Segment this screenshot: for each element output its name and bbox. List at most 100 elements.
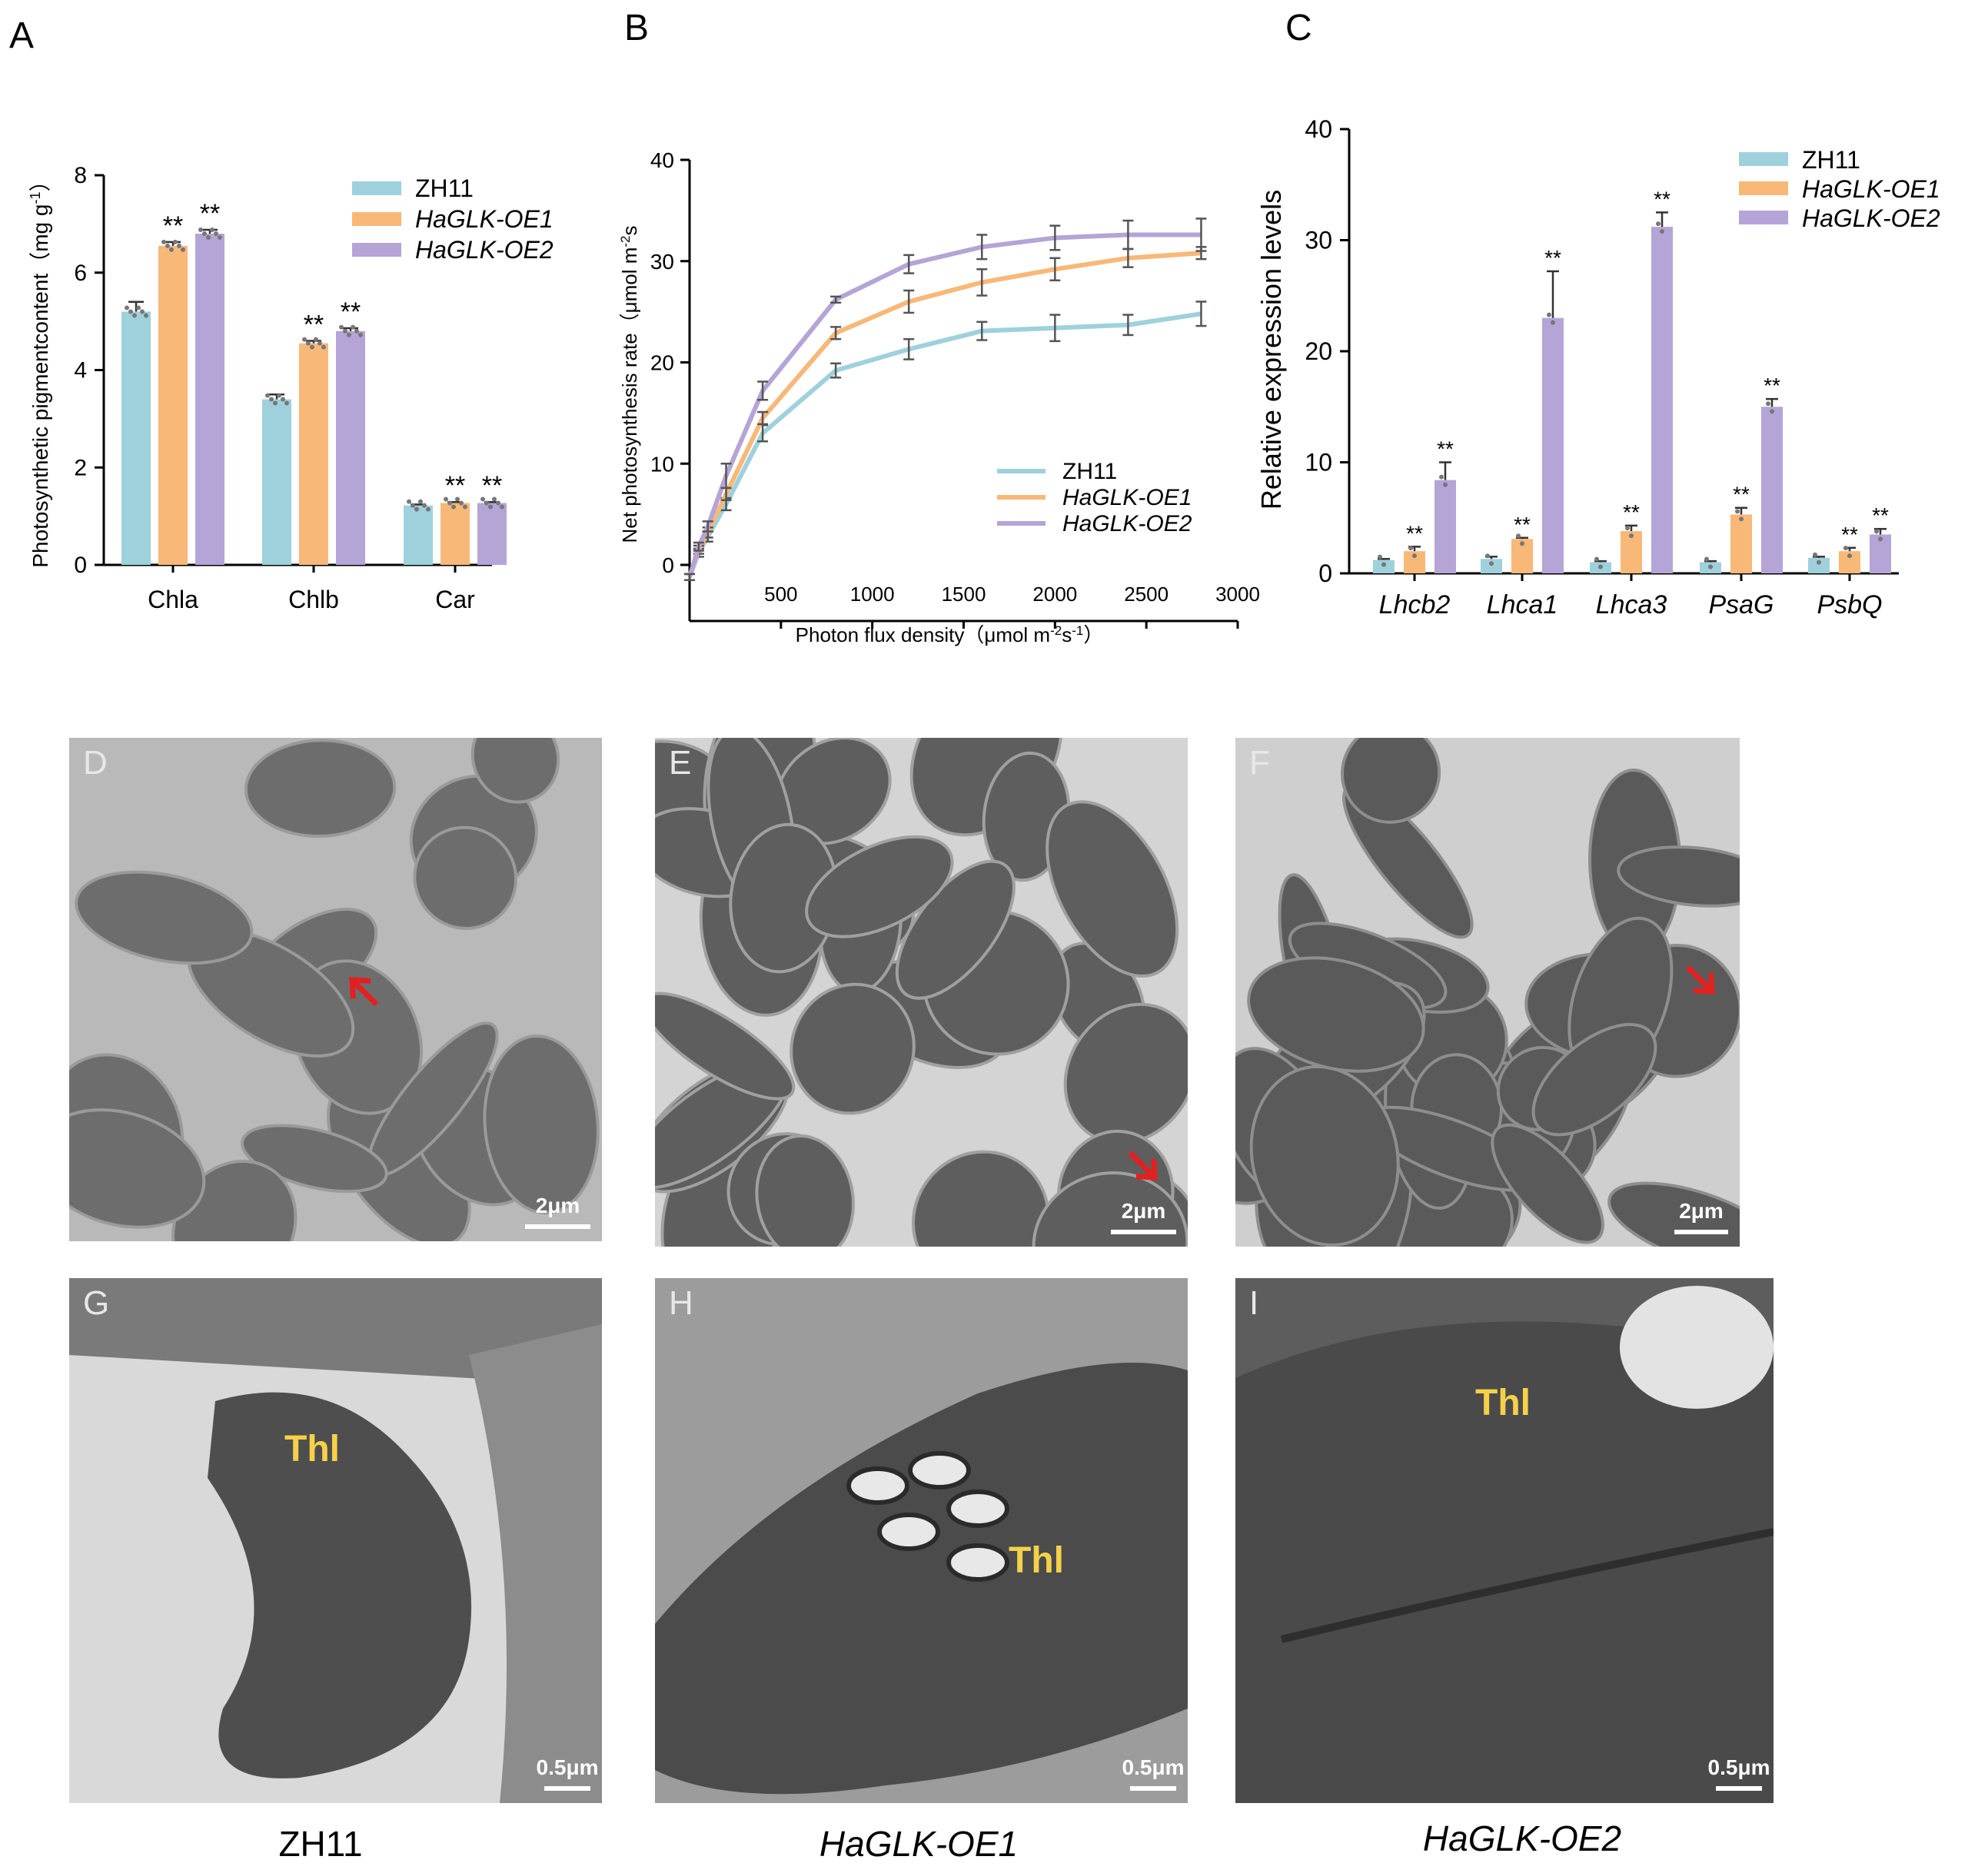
scale-bar-label: 0.5μm bbox=[536, 1755, 599, 1779]
chloroplast bbox=[75, 870, 254, 965]
chloroplast bbox=[470, 738, 560, 804]
y-tick-label-a: 4 bbox=[74, 358, 87, 384]
x-tick-label-c: Lhca3 bbox=[1596, 590, 1667, 619]
data-point-a bbox=[269, 397, 274, 402]
significance-c: ** bbox=[1406, 521, 1423, 545]
data-point-c bbox=[1874, 529, 1879, 534]
bar-c bbox=[1481, 559, 1502, 573]
data-point-a bbox=[358, 332, 363, 337]
bar-c bbox=[1434, 480, 1456, 573]
data-point-c bbox=[1489, 561, 1494, 566]
data-point-a bbox=[177, 243, 181, 248]
data-point-a bbox=[426, 506, 431, 512]
data-point-c bbox=[1817, 560, 1821, 565]
chloroplast bbox=[1063, 1002, 1188, 1145]
chloroplast bbox=[1032, 1171, 1188, 1247]
panel-label-h: H bbox=[669, 1284, 693, 1322]
starch-grain bbox=[946, 1543, 1009, 1582]
y-tick-label-c: 20 bbox=[1305, 337, 1332, 365]
data-point-c bbox=[1660, 229, 1664, 234]
legend-label-a: ZH11 bbox=[415, 174, 474, 202]
data-point-c bbox=[1485, 553, 1490, 559]
data-point-a bbox=[343, 328, 347, 334]
starch-grain bbox=[908, 1451, 971, 1489]
red-arrow-shaft bbox=[350, 978, 379, 1007]
bar-a bbox=[158, 245, 188, 565]
data-point-a bbox=[496, 500, 500, 506]
red-arrow bbox=[1128, 1151, 1158, 1181]
caption-haglk-oe2: HaGLK-OE2 bbox=[1422, 1818, 1622, 1858]
data-point-a bbox=[206, 235, 211, 241]
data-point-c bbox=[1520, 541, 1524, 546]
data-point-c bbox=[1739, 516, 1744, 522]
legend-swatch-c bbox=[1739, 211, 1788, 224]
data-point-a bbox=[463, 504, 467, 510]
legend-swatch-a bbox=[352, 243, 401, 257]
legend-label-c: HaGLK-OE2 bbox=[1802, 204, 1940, 232]
panel-label-b: B bbox=[624, 8, 649, 48]
y-tick-label-b: 30 bbox=[650, 250, 674, 274]
y-tick-label-c: 0 bbox=[1318, 560, 1332, 587]
x-tick-label-c: PsaG bbox=[1708, 590, 1774, 619]
data-point-a bbox=[447, 500, 452, 506]
red-arrow-shaft bbox=[1685, 965, 1714, 994]
bar-a bbox=[262, 399, 291, 565]
scale-bar bbox=[1130, 1786, 1176, 1791]
data-point-c bbox=[1878, 536, 1883, 542]
bar-a bbox=[477, 503, 507, 565]
data-point-c bbox=[1547, 312, 1551, 317]
data-point-a bbox=[455, 496, 460, 502]
data-point-c bbox=[1735, 509, 1740, 514]
significance-a: ** bbox=[200, 199, 220, 228]
data-point-c bbox=[1656, 221, 1661, 227]
scale-bar bbox=[1674, 1230, 1728, 1234]
data-point-a bbox=[484, 500, 489, 506]
scale-bar-label: 0.5μm bbox=[1707, 1755, 1770, 1779]
data-point-a bbox=[181, 247, 185, 252]
y-tick-label-c: 40 bbox=[1305, 115, 1332, 143]
data-point-a bbox=[414, 506, 419, 512]
chloroplast bbox=[1247, 956, 1425, 1073]
chloroplast bbox=[1249, 1064, 1400, 1247]
data-point-c bbox=[1381, 562, 1386, 567]
data-point-a bbox=[347, 332, 351, 337]
scale-bar bbox=[544, 1786, 590, 1791]
data-point-a bbox=[422, 503, 427, 508]
data-point-a bbox=[317, 340, 322, 346]
micrograph-drawing bbox=[655, 738, 1188, 1247]
data-point-a bbox=[480, 496, 485, 502]
data-point-a bbox=[265, 393, 270, 398]
x-tick-label-b: 2500 bbox=[1124, 583, 1169, 606]
data-point-c bbox=[1847, 553, 1852, 559]
data-point-a bbox=[214, 231, 218, 237]
micrograph-d: D 2μm bbox=[69, 738, 602, 1241]
y-tick-label-b: 10 bbox=[650, 452, 674, 476]
series-line-b bbox=[687, 311, 1202, 578]
chloroplast bbox=[912, 1150, 1050, 1247]
red-arrow-head bbox=[349, 977, 371, 999]
x-tick-label-c: Lhcb2 bbox=[1379, 590, 1451, 619]
data-point-a bbox=[144, 313, 148, 318]
starch-grain bbox=[877, 1513, 940, 1551]
chloroplast bbox=[1491, 1123, 1604, 1244]
bar-c bbox=[1761, 407, 1783, 573]
data-point-a bbox=[302, 337, 307, 342]
y-axis-label-b: Net photosynthesis rate（μmol m-2s bbox=[618, 226, 642, 543]
panel-label-i: I bbox=[1249, 1284, 1259, 1322]
panel-label-c: C bbox=[1285, 8, 1312, 48]
significance-a: ** bbox=[304, 310, 324, 339]
micrograph-drawing bbox=[1235, 1278, 1774, 1803]
x-tick-label-a: Chlb bbox=[288, 586, 339, 613]
data-point-a bbox=[418, 499, 423, 504]
significance-c: ** bbox=[1872, 503, 1889, 527]
data-point-c bbox=[1516, 533, 1521, 539]
data-point-a bbox=[132, 313, 137, 318]
red-arrow-head bbox=[1135, 1158, 1158, 1181]
bar-c bbox=[1651, 227, 1673, 573]
x-axis-label-b: Photon flux density（μmol m-2s-1） bbox=[796, 623, 1104, 647]
data-point-c bbox=[1629, 533, 1634, 539]
significance-c: ** bbox=[1544, 246, 1561, 270]
scale-bar-label: 2μm bbox=[1679, 1199, 1724, 1223]
data-point-c bbox=[1625, 526, 1630, 531]
x-tick-label-b: 1000 bbox=[850, 583, 895, 606]
